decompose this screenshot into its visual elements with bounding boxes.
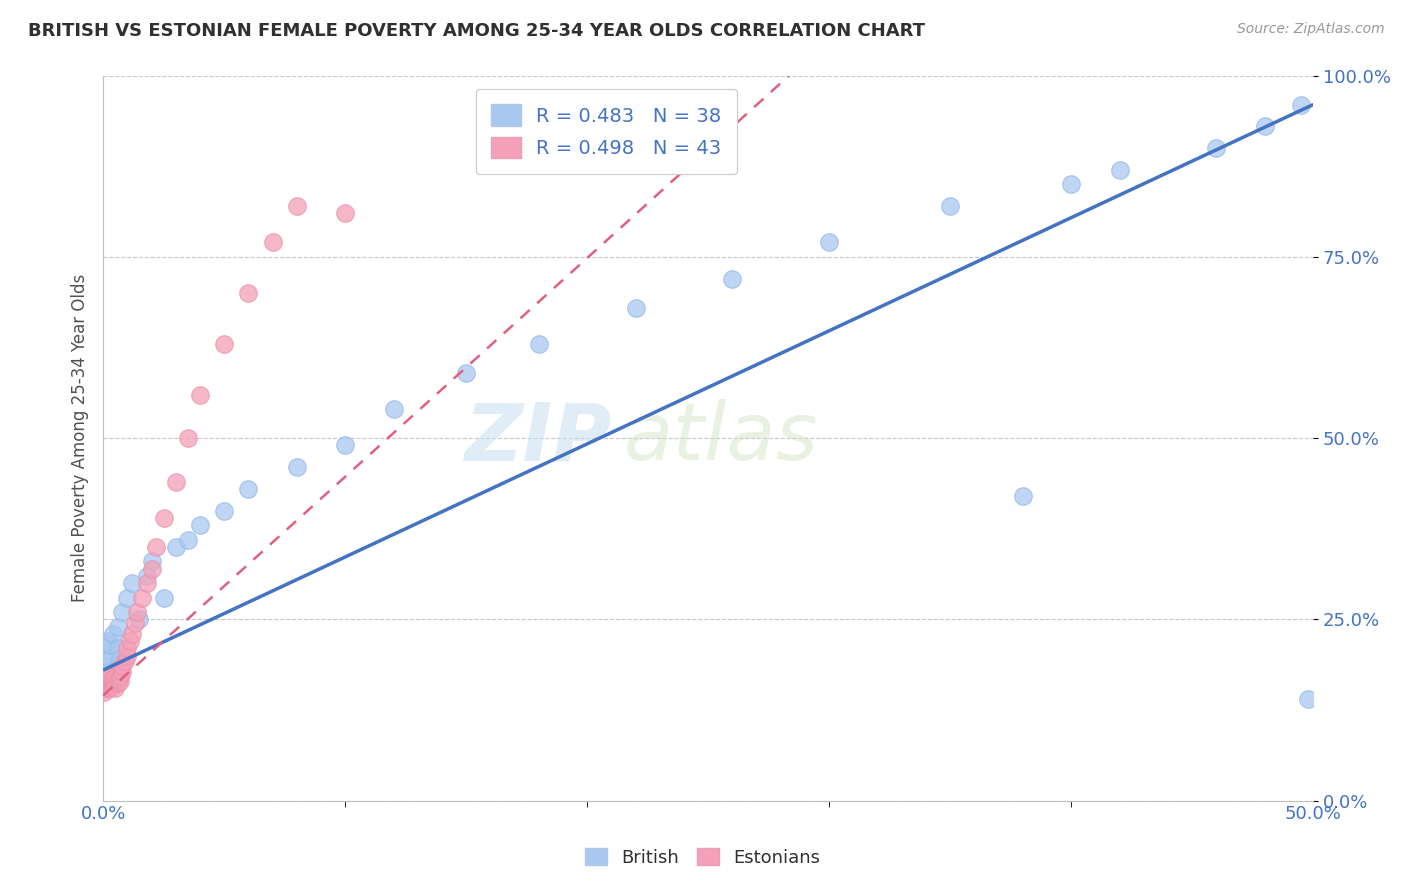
Point bbox=[111, 659, 134, 673]
Point bbox=[94, 681, 117, 696]
Point bbox=[107, 672, 129, 686]
Point bbox=[117, 591, 139, 605]
Point bbox=[135, 569, 157, 583]
Point bbox=[262, 235, 284, 250]
Point bbox=[131, 591, 153, 605]
Point bbox=[100, 638, 122, 652]
Point bbox=[145, 540, 167, 554]
Point bbox=[124, 615, 146, 630]
Point bbox=[285, 460, 308, 475]
Point bbox=[285, 199, 308, 213]
Point bbox=[212, 336, 235, 351]
Point bbox=[107, 676, 129, 690]
Point bbox=[721, 271, 744, 285]
Legend: R = 0.483   N = 38, R = 0.498   N = 43: R = 0.483 N = 38, R = 0.498 N = 43 bbox=[475, 89, 737, 174]
Point bbox=[100, 673, 122, 688]
Point bbox=[125, 605, 148, 619]
Point bbox=[527, 336, 550, 351]
Point bbox=[101, 672, 124, 686]
Point bbox=[1205, 141, 1227, 155]
Point bbox=[177, 431, 200, 445]
Point bbox=[1108, 162, 1130, 177]
Point bbox=[108, 673, 131, 688]
Point bbox=[121, 576, 143, 591]
Point bbox=[121, 627, 143, 641]
Point bbox=[135, 576, 157, 591]
Point bbox=[456, 366, 478, 380]
Point bbox=[100, 677, 122, 691]
Point bbox=[177, 533, 200, 547]
Point bbox=[100, 681, 122, 696]
Point bbox=[238, 482, 260, 496]
Point bbox=[128, 612, 150, 626]
Point bbox=[104, 675, 127, 690]
Point bbox=[111, 665, 134, 679]
Point bbox=[97, 634, 120, 648]
Point bbox=[382, 402, 405, 417]
Legend: British, Estonians: British, Estonians bbox=[578, 841, 828, 874]
Point bbox=[104, 670, 127, 684]
Point bbox=[104, 681, 127, 696]
Point bbox=[96, 673, 118, 688]
Point bbox=[152, 591, 174, 605]
Point bbox=[101, 679, 124, 693]
Point bbox=[117, 641, 139, 656]
Point bbox=[165, 540, 187, 554]
Text: BRITISH VS ESTONIAN FEMALE POVERTY AMONG 25-34 YEAR OLDS CORRELATION CHART: BRITISH VS ESTONIAN FEMALE POVERTY AMONG… bbox=[28, 22, 925, 40]
Point bbox=[188, 387, 211, 401]
Point bbox=[93, 685, 115, 699]
Point bbox=[107, 641, 129, 656]
Text: Source: ZipAtlas.com: Source: ZipAtlas.com bbox=[1237, 22, 1385, 37]
Point bbox=[100, 652, 122, 666]
Text: ZIP: ZIP bbox=[464, 399, 612, 477]
Point bbox=[1254, 120, 1277, 134]
Point bbox=[97, 670, 120, 684]
Point bbox=[141, 554, 163, 568]
Point bbox=[165, 475, 187, 489]
Point bbox=[101, 676, 124, 690]
Point bbox=[212, 503, 235, 517]
Point bbox=[1298, 692, 1320, 706]
Point bbox=[114, 654, 136, 668]
Point bbox=[333, 438, 356, 452]
Point bbox=[111, 605, 134, 619]
Point bbox=[939, 199, 962, 213]
Point bbox=[108, 652, 131, 666]
Point bbox=[1289, 97, 1312, 112]
Point bbox=[117, 648, 139, 663]
Point bbox=[188, 518, 211, 533]
Point bbox=[94, 677, 117, 691]
Point bbox=[94, 659, 117, 673]
Point bbox=[97, 648, 120, 663]
Point bbox=[624, 301, 647, 315]
Point bbox=[238, 286, 260, 301]
Point bbox=[101, 627, 124, 641]
Point bbox=[1011, 489, 1033, 503]
Text: atlas: atlas bbox=[623, 399, 818, 477]
Point bbox=[104, 663, 127, 677]
Point bbox=[141, 561, 163, 575]
Point bbox=[107, 619, 129, 633]
Point bbox=[108, 669, 131, 683]
Point bbox=[118, 634, 141, 648]
Point bbox=[97, 681, 120, 696]
Point bbox=[1060, 178, 1083, 192]
Point bbox=[97, 677, 120, 691]
Point bbox=[333, 206, 356, 220]
Point bbox=[152, 511, 174, 525]
Y-axis label: Female Poverty Among 25-34 Year Olds: Female Poverty Among 25-34 Year Olds bbox=[72, 274, 89, 602]
Point bbox=[818, 235, 841, 250]
Point bbox=[100, 670, 122, 684]
